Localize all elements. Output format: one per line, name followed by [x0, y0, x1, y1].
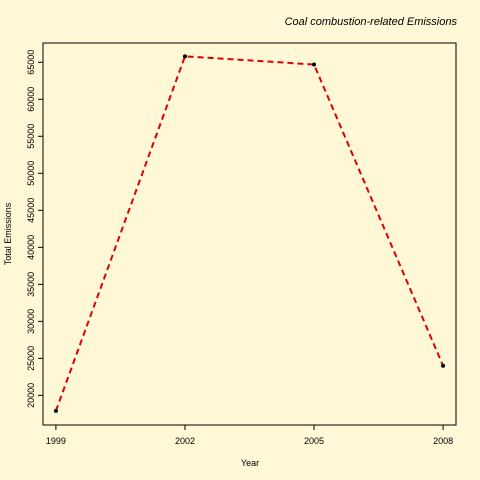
series-line	[54, 55, 445, 412]
data-point	[441, 363, 446, 368]
data-points	[53, 54, 446, 413]
plot-area	[42, 42, 457, 426]
x-axis: 1999 2002 2005 2008	[46, 424, 453, 446]
data-point	[182, 54, 187, 59]
data-point	[53, 408, 58, 413]
x-tick-label: 2002	[175, 436, 195, 446]
y-tick-label: 65000	[26, 50, 36, 75]
y-tick-label: 20000	[26, 383, 36, 408]
x-axis-title: Year	[241, 458, 259, 468]
chart-title: Coal combustion-related Emissions	[285, 16, 458, 28]
y-tick-label: 45000	[26, 198, 36, 223]
y-axis: 20000 25000 30000 35000 40000 45000 50000 55000…	[26, 50, 44, 408]
y-tick-label: 35000	[26, 272, 36, 297]
y-tick-label: 40000	[26, 235, 36, 260]
y-tick-label: 30000	[26, 309, 36, 334]
y-tick-label: 60000	[26, 87, 36, 112]
x-tick-label: 2008	[433, 436, 453, 446]
y-axis-title: Total Emissions	[3, 202, 13, 265]
y-tick-label: 50000	[26, 161, 36, 186]
y-tick-label: 55000	[26, 124, 36, 149]
x-tick-label: 1999	[46, 436, 66, 446]
x-tick-label: 2005	[304, 436, 324, 446]
data-point	[312, 62, 317, 67]
y-tick-label: 25000	[26, 346, 36, 371]
